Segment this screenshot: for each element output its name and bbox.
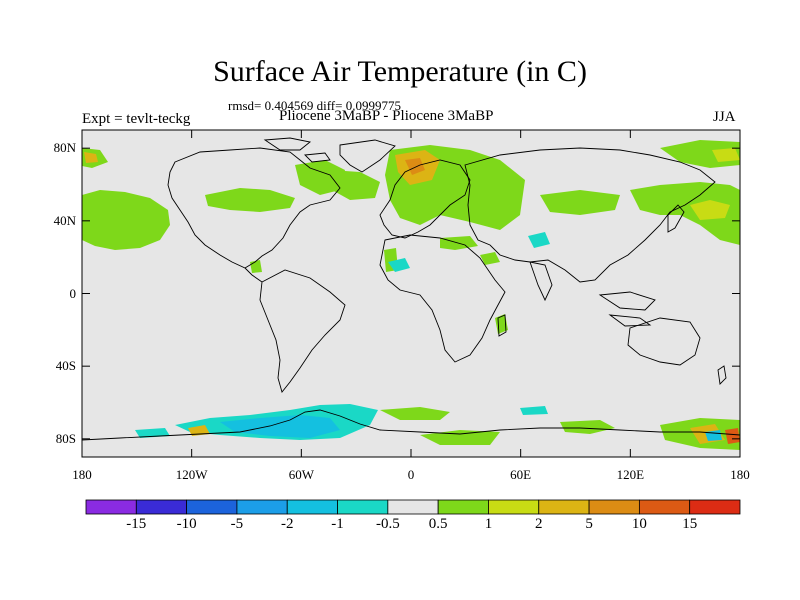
coastline-india <box>529 261 553 302</box>
coastline-arctic-islands <box>263 137 331 163</box>
coastline-antarctica <box>81 409 741 441</box>
anomaly-region-antarctic-ross <box>380 407 450 420</box>
coastline-greenland <box>339 139 396 173</box>
colorbar-label: -10 <box>176 516 197 532</box>
colorbar-swatch <box>638 499 691 515</box>
anomaly-region-antarctic-east-2 <box>560 420 615 434</box>
axis-ticks <box>81 130 741 457</box>
lon-tick-label: 60W <box>288 467 314 482</box>
coastline-south-america <box>259 269 346 393</box>
colorbar-swatch <box>488 499 540 515</box>
lat-tick-label: 80N <box>53 140 76 156</box>
colorbar-swatch <box>538 499 590 515</box>
anomaly-region-antarctic-west-warm <box>188 425 210 436</box>
anomaly-region-nw-pacific <box>82 190 170 250</box>
lat-tick-label: 40N <box>53 212 76 228</box>
colorbar-label: -15 <box>126 516 147 532</box>
anomaly-region-ne-pacific-warm <box>690 200 730 220</box>
coastline-asia <box>464 147 716 283</box>
colorbar-swatch <box>588 499 640 515</box>
anomaly-region-atlantic <box>330 170 380 200</box>
colorbar-swatch <box>286 499 338 515</box>
anomaly-region-iran-cool <box>528 232 550 248</box>
anomaly-region-ne-pacific <box>630 182 740 245</box>
chart-title: Surface Air Temperature (in C) <box>213 55 587 88</box>
season-label: JJA <box>713 109 736 125</box>
colorbar-swatch <box>85 499 137 515</box>
anomaly-region-caribbean <box>250 260 262 273</box>
coastline-se-asia-islands <box>598 291 656 327</box>
coastlines <box>81 137 741 441</box>
comparison-label: Pliocene 3MaBP - Pliocene 3MaBP <box>279 108 494 124</box>
colorbar-label: 5 <box>585 516 593 532</box>
colorbar-swatch <box>135 499 188 515</box>
colorbar-swatch <box>437 499 489 515</box>
lat-tick-label: 40S <box>55 358 76 374</box>
colorbar-label: -1 <box>331 516 344 532</box>
colorbar-label: -2 <box>280 516 294 532</box>
lon-tick-label: 180 <box>72 467 92 482</box>
anomaly-region-north-america <box>205 188 295 212</box>
anomaly-fills <box>82 140 740 450</box>
anomaly-region-antarctic-far-east-hot <box>725 428 740 444</box>
lon-tick-label: 120E <box>616 467 645 482</box>
coastline-japan <box>667 204 685 233</box>
stats-subtitle: rmsd= 0.404569 diff= 0.0999775 <box>228 98 401 113</box>
colorbar-label: 1 <box>484 516 493 532</box>
colorbar-label: 0.5 <box>428 516 448 532</box>
anomaly-region-arctic-east-warm <box>712 148 740 162</box>
lon-tick-label: 120W <box>175 467 208 482</box>
anomaly-region-antarctic-east <box>420 430 500 445</box>
colorbar <box>85 499 741 515</box>
anomaly-region-southern-ocean-2 <box>520 406 548 415</box>
colorbar-swatch <box>186 499 238 515</box>
experiment-label: Expt = tevlt-teckg <box>82 111 191 127</box>
lat-tick-label: 80S <box>55 430 76 446</box>
colorbar-label: -0.5 <box>375 516 400 532</box>
lon-tick-label: 60E <box>510 467 532 482</box>
colorbar-label: 2 <box>535 516 543 532</box>
coastline-north-america <box>167 147 341 269</box>
coastline-central-america <box>244 267 263 283</box>
colorbar-label: -5 <box>230 516 244 532</box>
coastline-new-zealand <box>717 365 727 385</box>
lon-tick-label: 180 <box>730 467 750 482</box>
colorbar-swatch <box>689 499 741 515</box>
anomaly-region-arabia <box>480 252 500 265</box>
anomaly-region-antarctic-west-deep <box>220 415 340 438</box>
anomaly-region-arctic-west-warm <box>84 152 98 163</box>
coastline-africa <box>379 234 506 363</box>
coastline-australia <box>627 317 701 366</box>
colorbar-swatch <box>337 499 389 515</box>
colorbar-label: 15 <box>682 516 698 532</box>
colorbar-label: 10 <box>631 516 647 532</box>
anomaly-region-sahara-cool <box>388 258 410 272</box>
anomaly-region-scandinavia-hot <box>405 158 425 175</box>
anomaly-region-central-asia <box>540 190 620 215</box>
coastline-madagascar <box>497 314 507 337</box>
colorbar-swatch <box>387 499 439 515</box>
colorbar-swatch <box>236 499 288 515</box>
lon-tick-label: 0 <box>407 467 415 482</box>
lat-tick-label: 0 <box>69 285 77 301</box>
